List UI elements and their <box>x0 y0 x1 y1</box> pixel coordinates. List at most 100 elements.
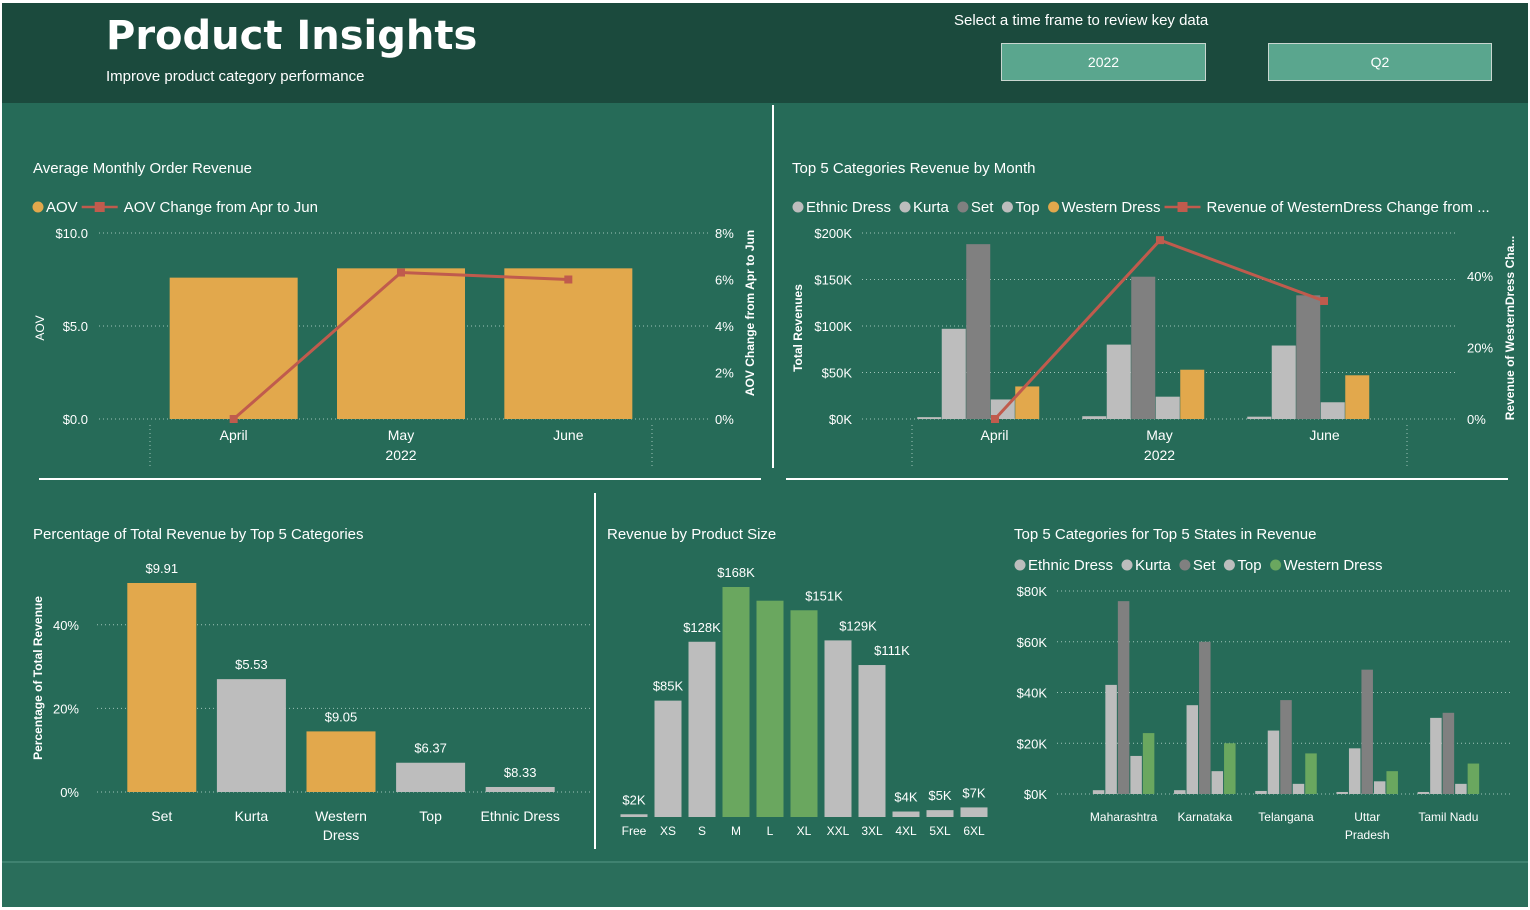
aov-legend-aov-label: AOV <box>46 199 78 216</box>
states-legend-item-label: Top <box>1237 557 1261 574</box>
top5-month-bar <box>1320 402 1345 419</box>
size-bar <box>926 810 954 817</box>
top5-month-x-tick: April <box>980 427 1008 443</box>
header-bar: Product Insights Improve product categor… <box>2 3 1528 103</box>
timeframe-label: Select a time frame to review key data <box>954 12 1209 29</box>
states-bar <box>1142 733 1155 794</box>
size-x-tick: XXL <box>827 824 850 838</box>
states-bar <box>1267 730 1280 794</box>
size-data-label: $111K <box>874 643 910 658</box>
size-bar <box>892 811 920 817</box>
aov-bar <box>504 268 633 419</box>
aov-y2-tick: 0% <box>715 412 734 427</box>
year-slicer[interactable]: 2022 <box>1001 43 1206 81</box>
top5-month-chart: Top 5 Categories Revenue by Month Ethnic … <box>791 160 1517 468</box>
top5-month-change-point <box>991 415 999 423</box>
size-bar <box>620 814 648 817</box>
states-y-tick: $60K <box>1017 635 1048 650</box>
size-bar <box>722 587 750 817</box>
top5-month-bar <box>1082 416 1107 419</box>
states-x-tick: Uttar <box>1354 810 1380 824</box>
top5-month-y2-axis-label: Revenue of WesternDress Cha... <box>1503 236 1517 421</box>
size-data-label: $129K <box>839 618 877 633</box>
top5-month-y-tick: $100K <box>814 319 852 334</box>
top5-month-bar <box>1247 416 1272 419</box>
pct-data-label: $8.33 <box>504 765 537 780</box>
top5-month-legend-item-label: Kurta <box>913 199 950 216</box>
pct-y-tick: 40% <box>53 618 79 633</box>
states-y-tick: $20K <box>1017 736 1048 751</box>
size-x-tick: S <box>698 824 706 838</box>
top5-month-bar <box>966 244 991 419</box>
states-legend-item-label: Set <box>1193 557 1216 574</box>
aov-x-tick: April <box>220 427 248 443</box>
states-bar <box>1373 781 1386 794</box>
size-bar <box>960 807 988 817</box>
aov-y-tick: $5.0 <box>63 319 88 334</box>
top5-month-legend-item-label: Ethnic Dress <box>806 199 891 216</box>
size-x-tick: XS <box>660 824 676 838</box>
top5-month-y2-tick: 0% <box>1467 412 1486 427</box>
top5-month-legend-item-label: Set <box>971 199 994 216</box>
size-data-label: $7K <box>962 785 985 800</box>
top5-month-bar <box>1155 396 1180 419</box>
divider-left-horizontal <box>39 478 761 480</box>
pct-bar <box>216 679 286 792</box>
page-subtitle: Improve product category performance <box>106 68 365 85</box>
pct-x-tick: Ethnic Dress <box>481 808 560 824</box>
top5-month-bar <box>917 417 942 419</box>
pct-x-tick: Top <box>419 808 442 824</box>
top5-month-legend-item-marker <box>957 201 969 213</box>
size-data-label: $151K <box>805 588 843 603</box>
states-bar <box>1224 743 1236 794</box>
pct-x-tick-line2: Dress <box>323 827 360 843</box>
top5-month-y-tick: $0K <box>829 412 852 427</box>
states-chart-title: Top 5 Categories for Top 5 States in Rev… <box>1014 526 1316 543</box>
states-bar <box>1117 601 1130 794</box>
size-data-label: $4K <box>894 790 917 805</box>
states-x-tick: Tamil Nadu <box>1418 810 1478 824</box>
pct-x-tick: Western <box>315 808 367 824</box>
top5-month-legend-item-marker <box>899 201 911 213</box>
aov-chart-title: Average Monthly Order Revenue <box>33 160 252 177</box>
top5-month-legend-item-label: Top <box>1015 199 1039 216</box>
aov-y2-tick: 2% <box>715 366 734 381</box>
top5-month-legend-item-label: Western Dress <box>1062 199 1161 216</box>
aov-change-point <box>564 275 573 284</box>
states-x-tick: Telangana <box>1258 810 1314 824</box>
top5-month-legend-item-marker <box>792 201 804 213</box>
pct-bar <box>306 731 376 792</box>
states-legend-item-label: Western Dress <box>1284 557 1383 574</box>
pct-bar <box>396 762 466 792</box>
states-x-tick: Maharashtra <box>1090 810 1158 824</box>
pct-x-tick: Kurta <box>235 808 269 824</box>
top5-month-y-tick: $150K <box>814 273 852 288</box>
states-bar <box>1199 641 1211 794</box>
pct-y-tick: 0% <box>60 785 79 800</box>
states-bar <box>1361 669 1373 794</box>
aov-legend-change-marker <box>94 202 105 212</box>
states-bar <box>1186 705 1199 794</box>
top5-month-x-tick: May <box>1146 427 1172 443</box>
states-y-tick: $40K <box>1017 686 1048 701</box>
states-legend-item-label: Ethnic Dress <box>1028 557 1113 574</box>
footer-bar <box>2 861 1528 907</box>
top5-month-bar <box>941 328 966 419</box>
states-legend-item-marker <box>1270 559 1282 571</box>
pct-y-tick: 20% <box>53 701 79 716</box>
states-bar <box>1417 791 1430 794</box>
quarter-slicer-value: Q2 <box>1370 54 1390 70</box>
states-bar <box>1211 771 1224 794</box>
top5-month-bar <box>1345 375 1370 419</box>
states-bar <box>1348 748 1361 794</box>
aov-y2-axis-label: AOV Change from Apr to Jun <box>743 230 757 396</box>
size-x-tick: 6XL <box>963 824 985 838</box>
states-x-tick: Karnataka <box>1177 810 1232 824</box>
percentage-chart: Percentage of Total Revenue by Top 5 Cat… <box>31 526 590 843</box>
states-x-tick-line2: Pradesh <box>1345 828 1390 842</box>
top5-month-bar <box>1271 345 1296 419</box>
pct-data-label: $9.91 <box>146 561 179 576</box>
size-bar <box>824 640 852 817</box>
quarter-slicer[interactable]: Q2 <box>1268 43 1492 81</box>
states-legend-item-marker <box>1014 559 1026 571</box>
